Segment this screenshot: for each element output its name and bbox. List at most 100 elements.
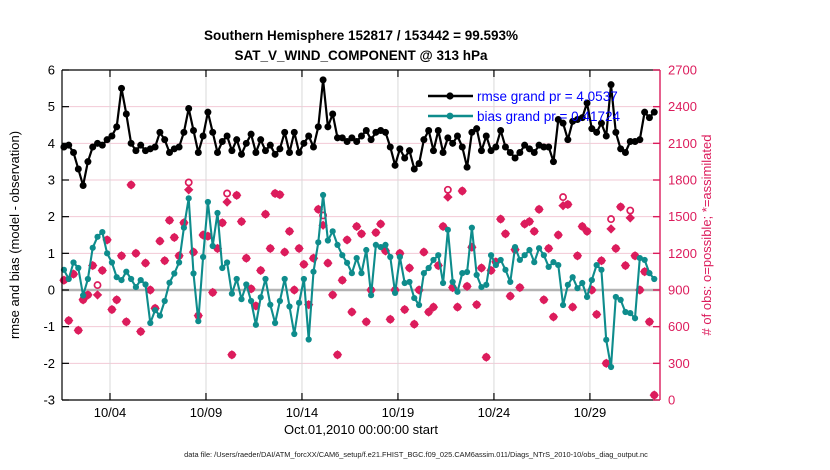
bias-point — [401, 279, 408, 287]
bias-point — [142, 281, 149, 288]
y-right-tick-label: 1200 — [668, 246, 697, 261]
assimilated-obs-marker — [495, 214, 506, 224]
bias-point — [531, 259, 538, 266]
bias-point — [171, 270, 178, 277]
rmse-point — [554, 116, 562, 123]
assimilated-obs-marker — [207, 287, 218, 298]
assimilated-obs-marker — [145, 285, 156, 295]
assimilated-obs-marker — [64, 315, 74, 326]
rmse-point — [276, 145, 284, 153]
assimilated-obs-marker — [519, 219, 530, 229]
assimilated-obs-marker — [97, 265, 108, 276]
rmse-point — [324, 123, 332, 131]
bias-point — [137, 277, 144, 284]
rmse-point — [305, 132, 313, 140]
bias-point — [252, 321, 259, 328]
assimilated-obs-marker — [160, 255, 170, 266]
rmse-point — [285, 149, 293, 156]
rmse-point — [530, 149, 538, 156]
bias-point — [439, 279, 447, 287]
assimilated-obs-marker — [136, 326, 146, 337]
assimilated-obs-marker — [227, 350, 237, 360]
assimilated-obs-marker — [121, 317, 132, 327]
bias-point — [507, 278, 514, 286]
bias-point — [219, 264, 226, 272]
rmse-point — [242, 139, 250, 147]
rmse-point — [257, 136, 265, 144]
rmse-point — [137, 141, 145, 149]
bias-point — [358, 270, 365, 277]
y-right-tick-label: 0 — [668, 393, 675, 408]
bias-point — [569, 274, 576, 281]
rmse-point — [497, 127, 505, 134]
bias-point — [487, 252, 495, 259]
bias-point — [262, 275, 269, 283]
bias-point — [185, 195, 192, 202]
bias-point — [622, 308, 629, 316]
bias-point — [391, 289, 399, 297]
assimilated-obs-marker — [371, 227, 381, 238]
rmse-point — [271, 150, 279, 158]
rmse-point — [362, 127, 370, 134]
bias-point — [113, 274, 120, 281]
bias-point — [161, 297, 168, 305]
rmse-point — [185, 105, 193, 112]
assimilated-obs-marker — [615, 202, 626, 212]
bias-point — [348, 270, 355, 277]
rmse-point — [602, 132, 610, 140]
y-left-tick-label: 1 — [48, 246, 55, 261]
rmse-point — [353, 138, 361, 145]
rmse-point — [190, 127, 198, 134]
y-left-tick-label: 6 — [48, 63, 55, 78]
possible-obs-marker — [223, 189, 232, 198]
bias-point — [305, 336, 312, 343]
bias-point — [612, 293, 619, 301]
bias-point — [492, 261, 499, 269]
assimilated-obs-marker — [327, 290, 338, 300]
rmse-point — [449, 139, 457, 147]
rmse-point — [113, 123, 121, 131]
assimilated-obs-marker — [563, 199, 573, 210]
assimilated-obs-marker — [351, 221, 362, 232]
assimilated-obs-marker — [457, 186, 467, 196]
rmse-point — [367, 136, 375, 144]
rmse-point — [161, 136, 169, 144]
assimilated-obs-marker — [155, 236, 165, 246]
assimilated-obs-marker — [107, 304, 117, 315]
rmse-point — [118, 84, 126, 92]
bias-point — [372, 241, 379, 248]
y-right-tick-label: 300 — [668, 356, 690, 371]
rmse-point — [636, 136, 644, 144]
rmse-point — [343, 138, 351, 145]
chart-title: Southern Hemisphere 152817 / 153442 = 99… — [204, 28, 518, 43]
rmse-point — [218, 138, 226, 145]
rmse-point — [525, 145, 533, 153]
assimilated-obs-marker — [567, 302, 578, 312]
rmse-point — [84, 158, 92, 166]
bias-point — [228, 290, 235, 297]
possible-obs-marker — [607, 215, 615, 224]
rmse-point — [511, 154, 519, 162]
bias-point — [574, 285, 581, 292]
bias-point — [636, 255, 643, 262]
rmse-point — [132, 147, 140, 155]
assimilated-obs-marker — [164, 215, 175, 226]
legend-entry-rmse: rmse grand pr = 4.0537 — [428, 89, 618, 104]
rmse-point — [194, 149, 202, 156]
possible-obs-marker — [626, 206, 635, 215]
rmse-point — [641, 108, 649, 116]
rmse-point — [521, 141, 529, 149]
assimilated-obs-marker — [236, 216, 247, 227]
assimilated-obs-marker — [337, 275, 347, 285]
bias-point — [641, 256, 648, 264]
bias-point — [593, 261, 600, 269]
rmse-point — [348, 134, 356, 142]
bias-point — [123, 268, 130, 275]
y-left-tick-label: -1 — [43, 319, 55, 334]
bias-point — [319, 191, 327, 199]
bias-point — [579, 279, 586, 287]
assimilated-obs-marker — [543, 243, 554, 254]
assimilated-obs-marker — [126, 180, 136, 190]
rmse-point — [588, 125, 596, 133]
rmse-point — [612, 128, 620, 136]
